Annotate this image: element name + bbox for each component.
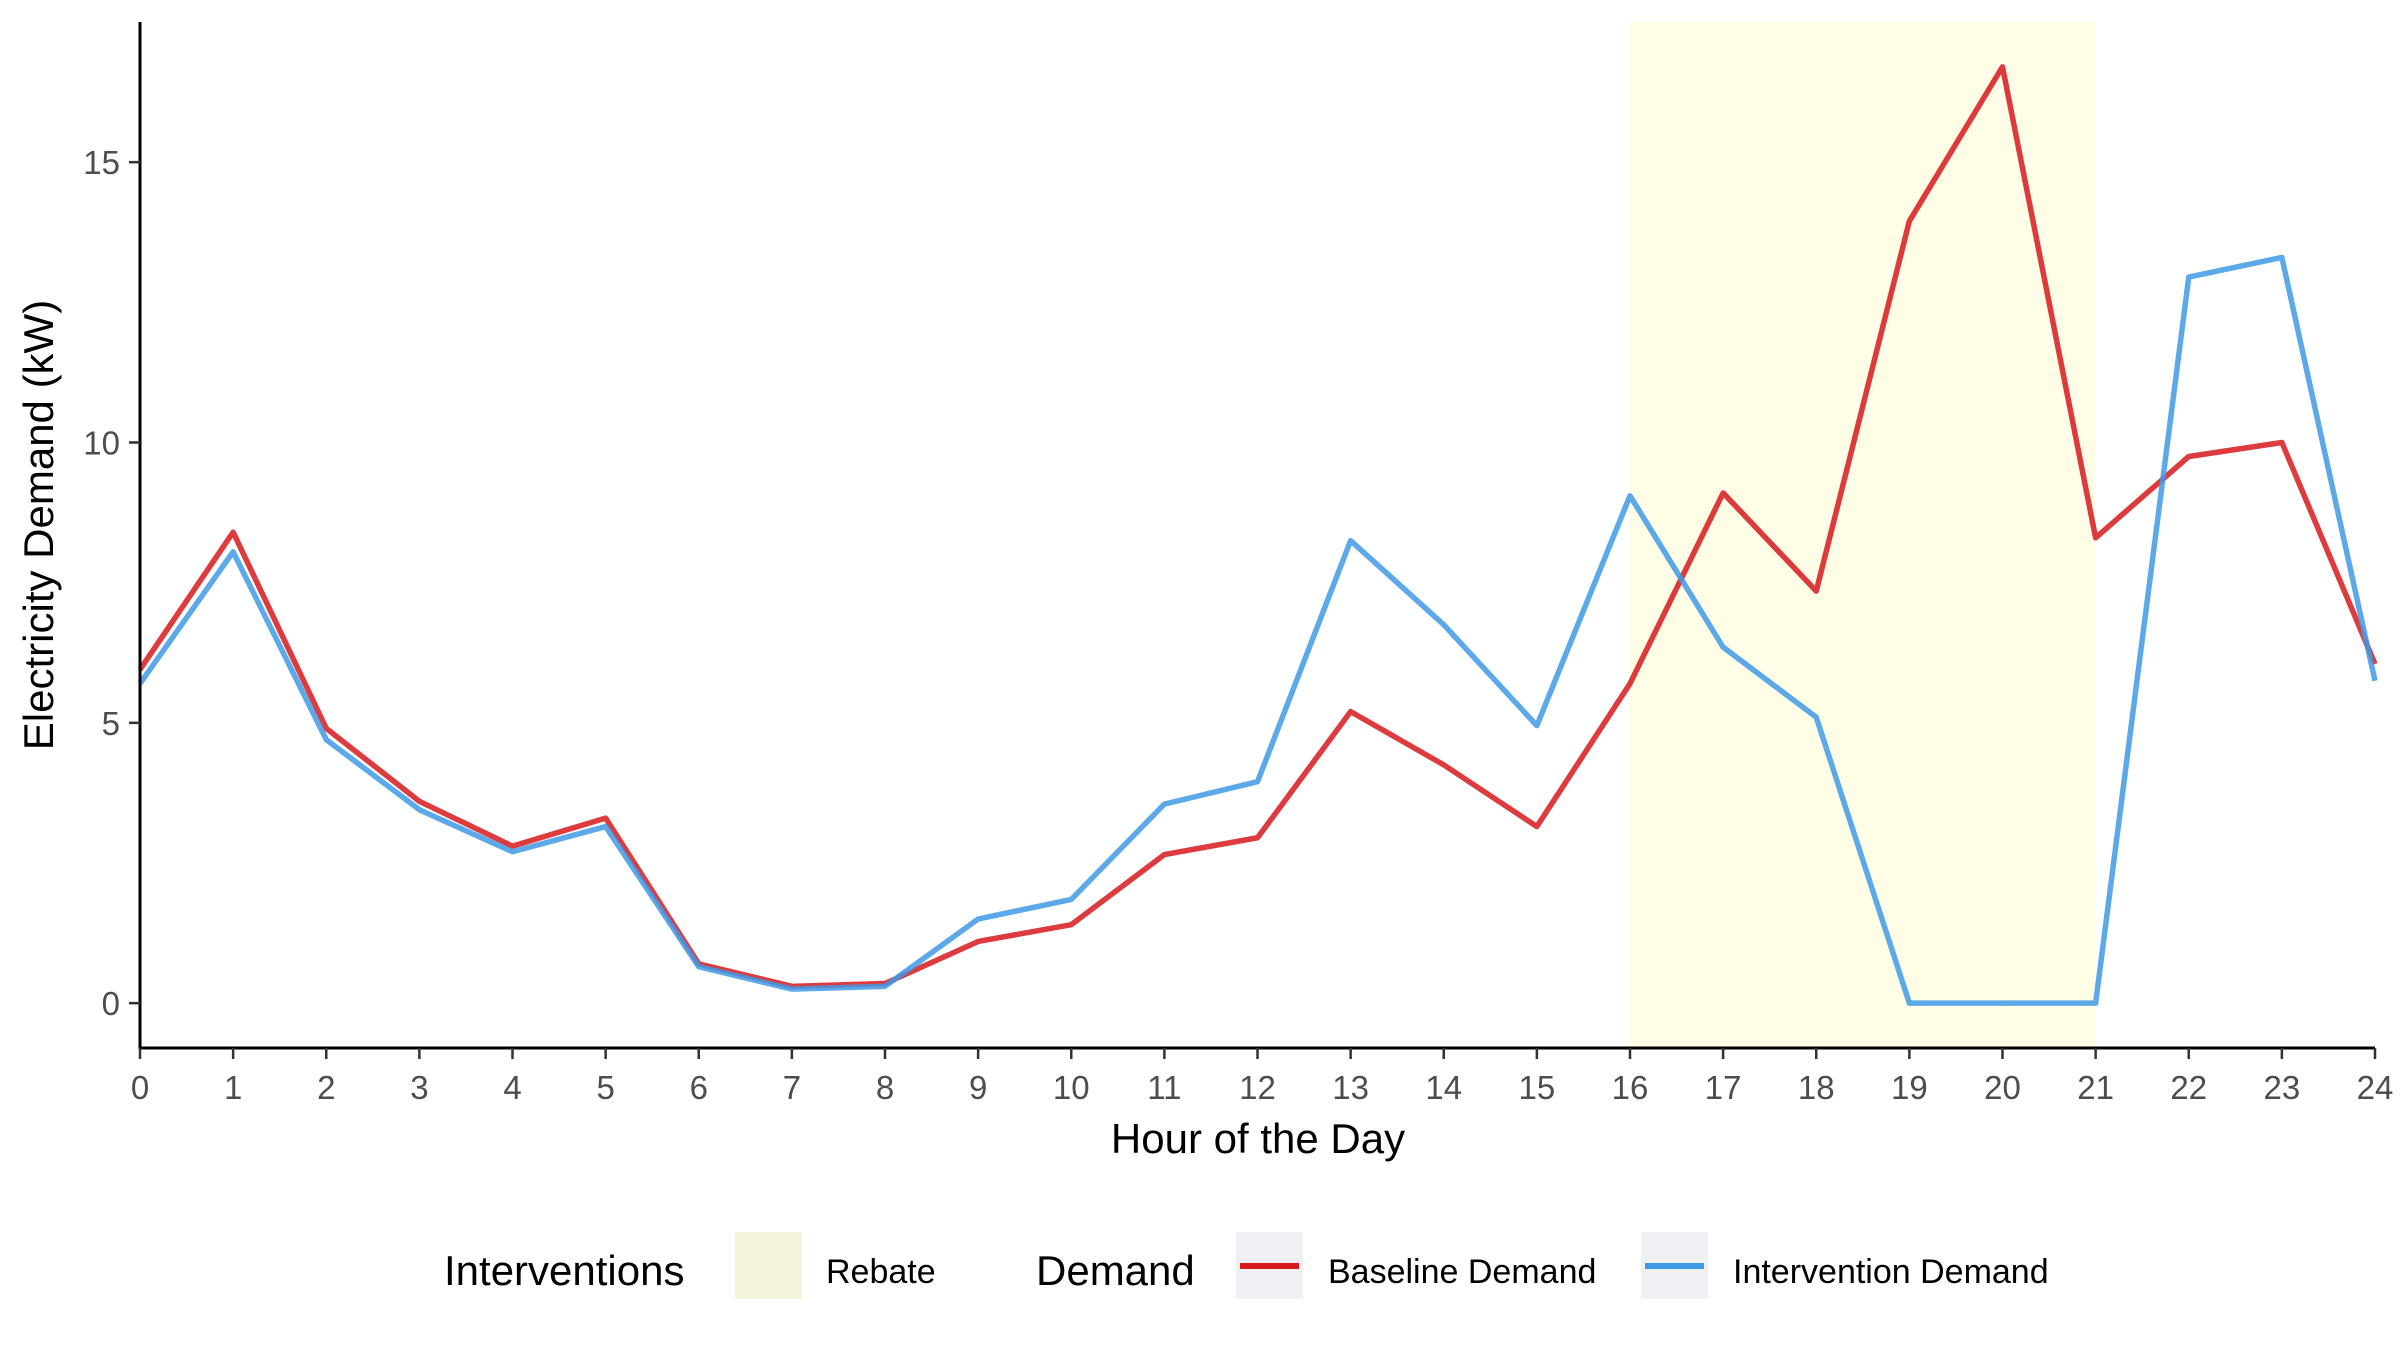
x-tick-label-6: 6 [690, 1069, 708, 1106]
x-tick-label-8: 8 [876, 1069, 894, 1106]
x-tick-label-1: 1 [224, 1069, 242, 1106]
x-tick-label-4: 4 [503, 1069, 521, 1106]
legend: Interventions Rebate Demand Baseline Dem… [444, 1232, 2049, 1299]
y-tick-label-0: 0 [102, 985, 120, 1022]
x-tick-label-22: 22 [2170, 1069, 2207, 1106]
x-tick-label-11: 11 [1147, 1069, 1181, 1106]
x-tick-label-19: 19 [1891, 1069, 1928, 1106]
x-tick-label-21: 21 [2077, 1069, 2114, 1106]
x-tick-label-3: 3 [410, 1069, 428, 1106]
x-tick-label-13: 13 [1332, 1069, 1369, 1106]
x-tick-label-9: 9 [969, 1069, 987, 1106]
y-tick-label-15: 15 [83, 144, 120, 181]
x-axis-title: Hour of the Day [1111, 1115, 1405, 1162]
y-tick-label-10: 10 [83, 424, 120, 461]
legend-label-baseline: Baseline Demand [1328, 1253, 1596, 1291]
x-tick-label-14: 14 [1425, 1069, 1462, 1106]
y-tick-label-5: 5 [102, 705, 120, 742]
x-tick-label-2: 2 [317, 1069, 335, 1106]
x-tick-label-23: 23 [2264, 1069, 2301, 1106]
x-tick-label-10: 10 [1053, 1069, 1090, 1106]
x-tick-label-7: 7 [783, 1069, 801, 1106]
y-axis-title: Electricity Demand (kW) [15, 300, 62, 750]
x-tick-label-16: 16 [1612, 1069, 1649, 1106]
x-tick-label-20: 20 [1984, 1069, 2021, 1106]
legend-key-rebate [735, 1232, 802, 1299]
x-tick-label-12: 12 [1239, 1069, 1276, 1106]
x-tick-label-0: 0 [131, 1069, 149, 1106]
x-tick-label-24: 24 [2357, 1069, 2394, 1106]
legend-label-intervention: Intervention Demand [1733, 1253, 2049, 1291]
x-tick-label-17: 17 [1705, 1069, 1742, 1106]
legend-title-demand: Demand [1036, 1247, 1195, 1294]
legend-title-interventions: Interventions [444, 1247, 684, 1294]
x-tick-label-18: 18 [1798, 1069, 1835, 1106]
x-tick-label-15: 15 [1519, 1069, 1556, 1106]
legend-label-rebate: Rebate [826, 1253, 936, 1291]
x-tick-label-5: 5 [596, 1069, 614, 1106]
